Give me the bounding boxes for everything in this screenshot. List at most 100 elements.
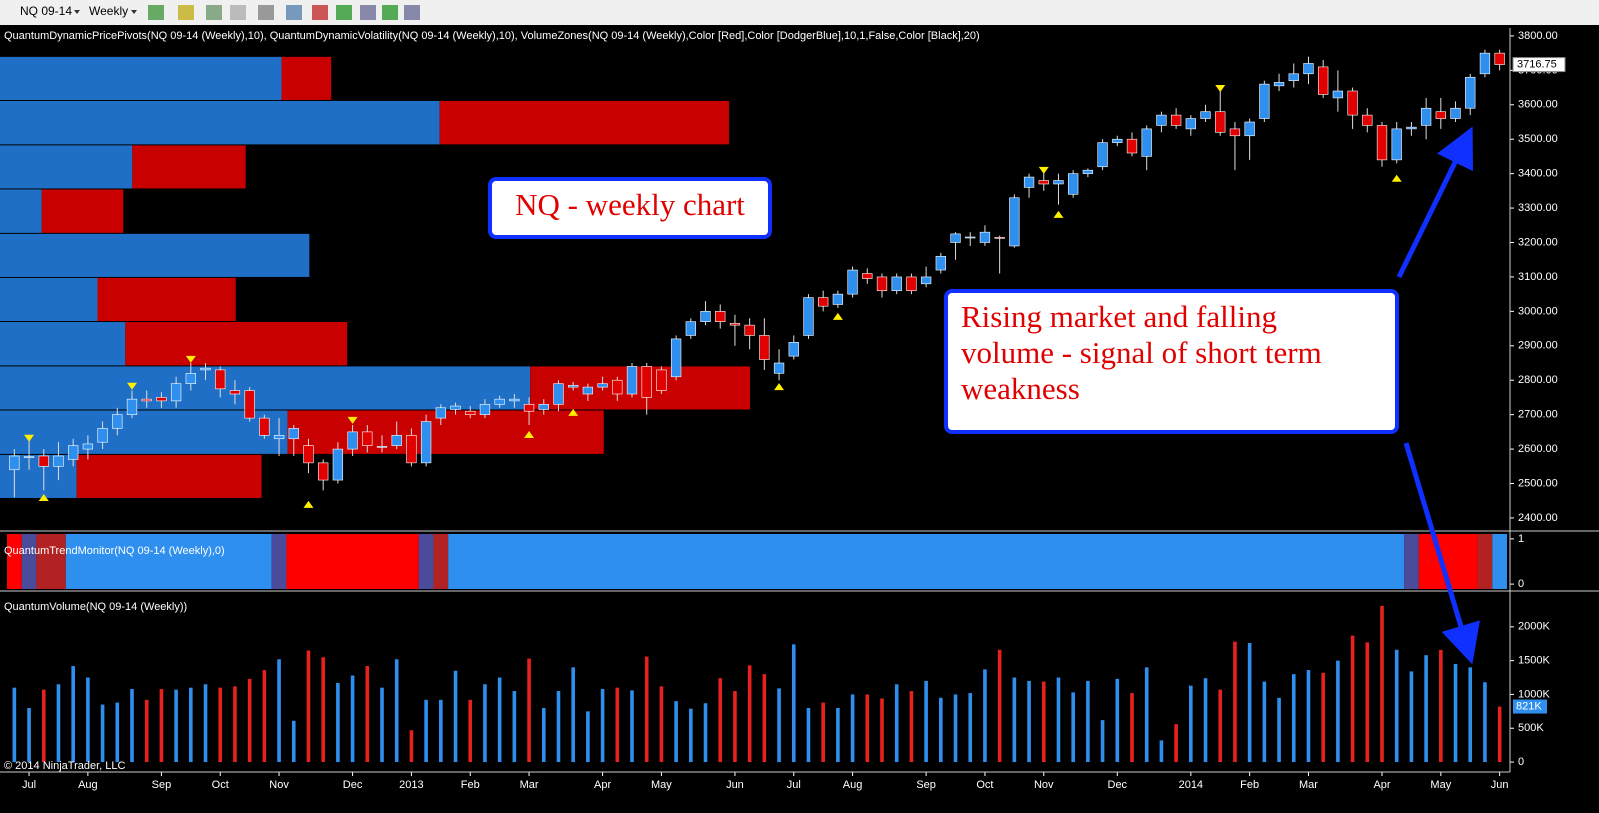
volume-bar bbox=[1189, 685, 1193, 763]
trend-segment bbox=[1404, 534, 1419, 589]
trend-segment bbox=[418, 534, 434, 589]
y-tick-label: 1000K bbox=[1518, 688, 1550, 700]
toolbar: NQ 09-14 Weekly bbox=[0, 0, 1599, 25]
candle-body bbox=[465, 410, 476, 415]
candle-body bbox=[1259, 83, 1270, 119]
toolbar-button[interactable] bbox=[230, 5, 246, 20]
volume-zone-down bbox=[439, 100, 730, 145]
annotation-text: Rising market and falling bbox=[961, 299, 1277, 334]
volume-bar bbox=[1321, 672, 1325, 763]
volume-bar bbox=[291, 720, 296, 763]
volume-bar bbox=[836, 707, 840, 763]
candle-body bbox=[1303, 63, 1314, 75]
volume-bar bbox=[1439, 649, 1443, 763]
y-tick-label: 2500.00 bbox=[1518, 477, 1558, 489]
toolbar-button[interactable] bbox=[178, 5, 194, 20]
volume-zone-up bbox=[0, 100, 440, 145]
volume-zone-down bbox=[97, 277, 236, 322]
y-tick-label: 2700.00 bbox=[1518, 409, 1558, 421]
interval[interactable]: Weekly bbox=[89, 4, 128, 18]
volume-bar bbox=[394, 659, 399, 763]
candle-body bbox=[509, 398, 520, 402]
candle-body bbox=[1288, 73, 1299, 81]
volume-bar bbox=[1350, 635, 1355, 763]
candle-body bbox=[9, 455, 20, 471]
volume-bar bbox=[1218, 689, 1223, 763]
volume-bar bbox=[1130, 693, 1134, 763]
candle-body bbox=[685, 321, 696, 336]
pivot-high bbox=[347, 416, 358, 424]
volume-bar bbox=[56, 684, 61, 763]
pivot-low bbox=[832, 312, 843, 320]
candle-body bbox=[1156, 114, 1167, 126]
candle-body bbox=[1479, 52, 1491, 75]
volume-bar bbox=[336, 682, 340, 763]
candle-body bbox=[494, 398, 505, 405]
candle-body bbox=[920, 276, 932, 285]
x-tick-label: May bbox=[1430, 779, 1451, 791]
instrument[interactable]: NQ 09-14 bbox=[20, 4, 72, 18]
pivot-low bbox=[303, 500, 314, 508]
toolbar-button[interactable] bbox=[360, 5, 376, 20]
toolbar-button[interactable] bbox=[382, 5, 398, 20]
candle-body bbox=[1332, 90, 1344, 99]
x-tick-label: Nov bbox=[1034, 779, 1054, 791]
candle-body bbox=[597, 383, 608, 388]
toolbar-button[interactable] bbox=[336, 5, 352, 20]
candle-body bbox=[582, 386, 594, 395]
toolbar-button[interactable] bbox=[286, 5, 302, 20]
candle-body bbox=[1112, 138, 1123, 143]
candle-body bbox=[1318, 66, 1329, 95]
candle-body bbox=[244, 390, 255, 419]
volume-zone-up bbox=[0, 322, 126, 366]
volume-zone-up bbox=[0, 410, 288, 454]
candle-body bbox=[700, 311, 711, 322]
volume-bar bbox=[733, 691, 737, 763]
volume-bar bbox=[983, 669, 987, 763]
volume-bar bbox=[1291, 674, 1296, 763]
indicator-label: QuantumDynamicPricePivots(NQ 09-14 (Week… bbox=[4, 30, 980, 42]
x-tick-label: Jun bbox=[1491, 779, 1509, 791]
candle-body bbox=[641, 366, 652, 398]
candle-body bbox=[1009, 197, 1020, 247]
candle-body bbox=[1494, 52, 1505, 65]
volume-bar bbox=[218, 687, 223, 763]
volume-bar bbox=[703, 703, 708, 763]
volume-bar bbox=[865, 694, 870, 763]
volume-zone-up bbox=[0, 189, 42, 233]
volume-bar bbox=[1365, 642, 1370, 763]
volume-zone-down bbox=[132, 145, 246, 189]
volume-bar bbox=[1277, 697, 1281, 763]
candle-body bbox=[406, 435, 417, 464]
toolbar-button[interactable] bbox=[206, 5, 222, 20]
volume-bar bbox=[1012, 677, 1017, 763]
candle-body bbox=[185, 373, 196, 384]
volume-bar bbox=[1336, 660, 1340, 763]
trend-segment bbox=[448, 534, 1405, 589]
candle-body bbox=[1170, 114, 1182, 126]
candle-body bbox=[538, 404, 549, 410]
volume-bar bbox=[1262, 681, 1267, 763]
volume-bar bbox=[894, 684, 899, 763]
x-tick-label: Sep bbox=[152, 779, 172, 791]
candle-body bbox=[773, 362, 785, 374]
toolbar-button[interactable] bbox=[148, 5, 164, 20]
candle-body bbox=[788, 342, 799, 357]
toolbar-button[interactable] bbox=[404, 5, 420, 20]
x-tick-label: Dec bbox=[343, 779, 363, 791]
candle-body bbox=[376, 446, 388, 448]
candle-body bbox=[170, 383, 182, 402]
toolbar-button[interactable] bbox=[258, 5, 274, 20]
candle-body bbox=[891, 276, 902, 292]
x-tick-label: 2014 bbox=[1179, 779, 1203, 791]
trend-segment bbox=[286, 534, 419, 589]
volume-bar bbox=[1159, 740, 1164, 763]
volume-zone-up bbox=[0, 145, 133, 189]
volume-bar bbox=[41, 689, 46, 763]
toolbar-button[interactable] bbox=[312, 5, 328, 20]
candle-body bbox=[259, 417, 270, 436]
volume-bar bbox=[880, 698, 884, 763]
overlay: NQ - weekly chart Rising market and falli… bbox=[488, 126, 1480, 665]
candle-body bbox=[906, 276, 917, 292]
x-tick-label: Apr bbox=[594, 779, 611, 791]
